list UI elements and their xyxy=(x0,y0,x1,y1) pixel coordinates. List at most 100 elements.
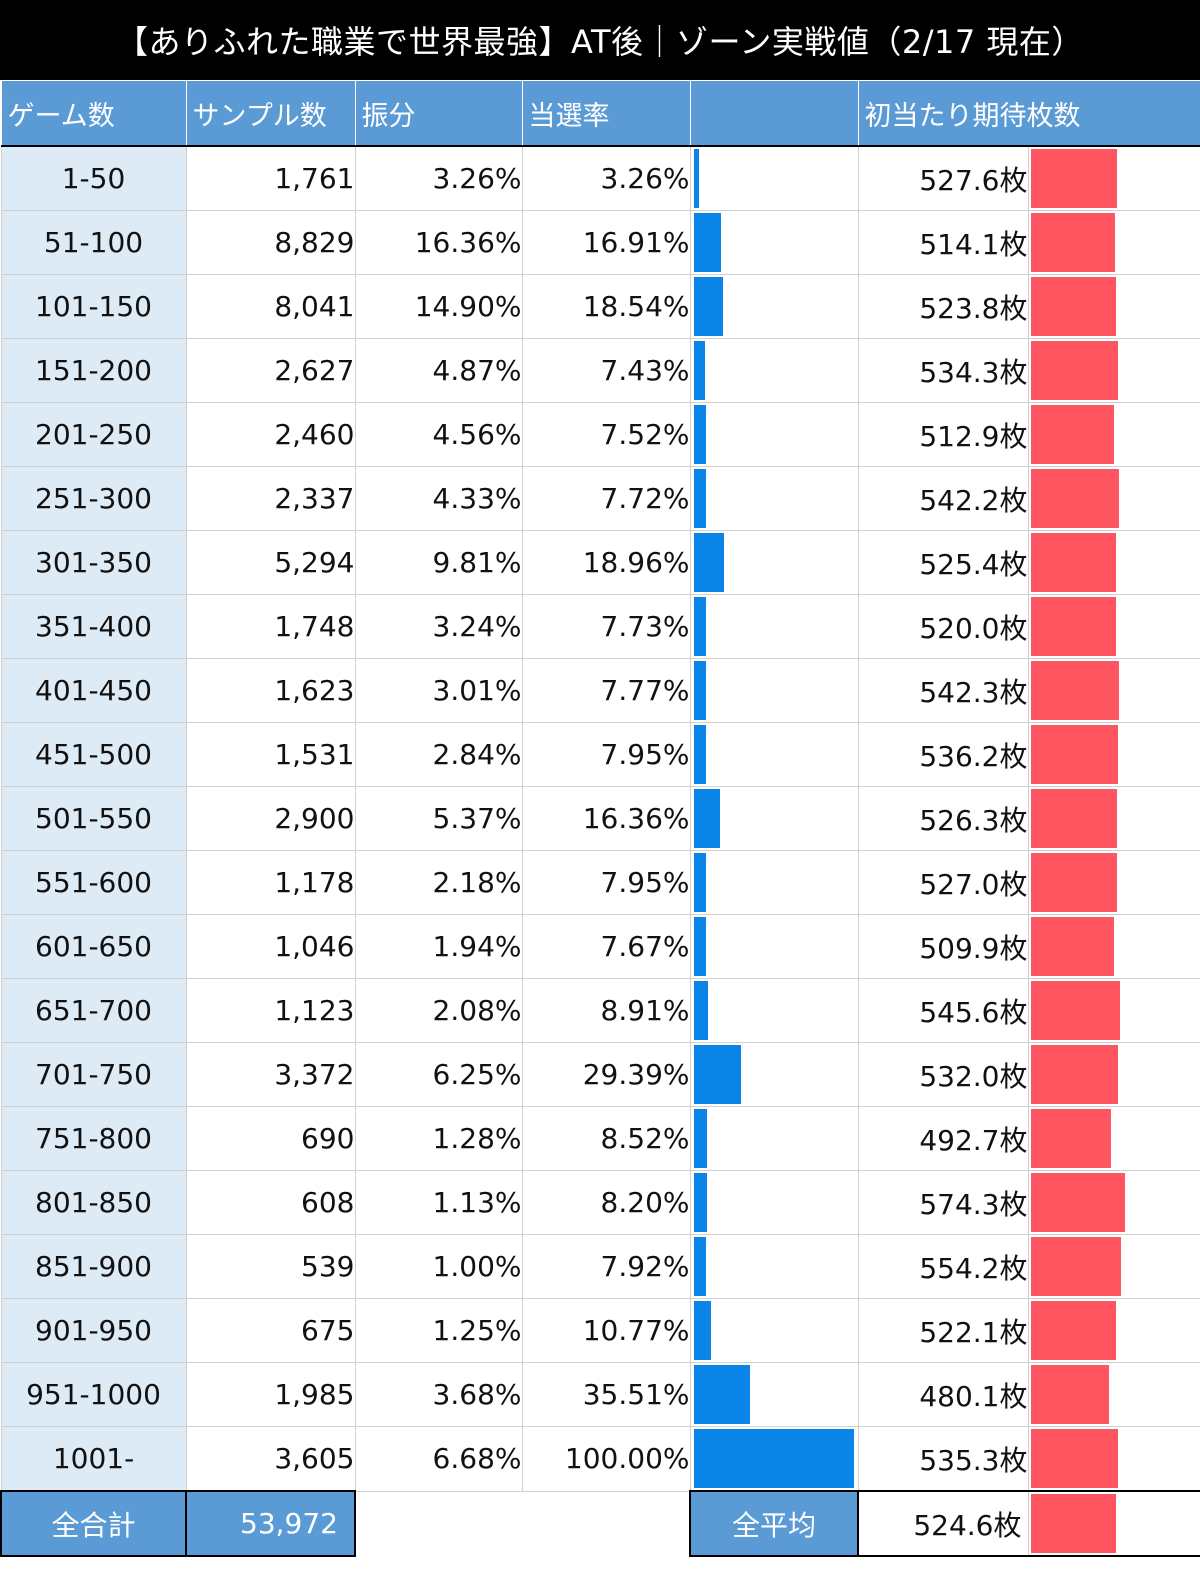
hit-rate-bar-cell xyxy=(689,530,859,595)
footer-blank xyxy=(522,1490,690,1556)
sample-count-cell: 3,605 xyxy=(185,1426,356,1492)
game-range-cell: 751-800 xyxy=(0,1106,187,1171)
hit-rate-cell: 8.20% xyxy=(521,1170,691,1235)
share-cell: 3.68% xyxy=(354,1362,523,1427)
hit-rate-bar xyxy=(693,1109,708,1168)
expected-coins-bar-cell xyxy=(1027,850,1200,915)
expected-coins-bar-cell xyxy=(1027,658,1200,723)
game-range-cell: 1001- xyxy=(0,1426,187,1492)
expected-coins-cell: 542.3枚 xyxy=(857,658,1029,723)
hit-rate-bar-cell xyxy=(689,658,859,723)
hit-rate-cell: 18.54% xyxy=(521,274,691,339)
expected-coins-cell: 535.3枚 xyxy=(857,1426,1029,1492)
table-row: 851-900 539 1.00% 7.92% 554.2枚 xyxy=(0,1234,1200,1299)
expected-coins-bar xyxy=(1030,1173,1125,1232)
expected-coins-cell: 536.2枚 xyxy=(857,722,1029,787)
share-cell: 2.18% xyxy=(354,850,523,915)
hit-rate-cell: 7.77% xyxy=(521,658,691,723)
header-rate: 当選率 xyxy=(521,80,691,147)
expected-coins-bar-cell xyxy=(1027,402,1200,467)
sample-count-cell: 2,627 xyxy=(185,338,356,403)
hit-rate-cell: 35.51% xyxy=(521,1362,691,1427)
game-range-cell: 1-50 xyxy=(0,145,187,211)
hit-rate-cell: 8.52% xyxy=(521,1106,691,1171)
share-cell: 1.13% xyxy=(354,1170,523,1235)
header-share: 振分 xyxy=(354,80,523,147)
hit-rate-bar-cell xyxy=(689,594,859,659)
hit-rate-bar xyxy=(693,1429,854,1488)
table-row: 451-500 1,531 2.84% 7.95% 536.2枚 xyxy=(0,722,1200,787)
sample-count-cell: 3,372 xyxy=(185,1042,356,1107)
game-range-cell: 201-250 xyxy=(0,402,187,467)
table-row: 901-950 675 1.25% 10.77% 522.1枚 xyxy=(0,1298,1200,1363)
hit-rate-bar xyxy=(693,725,707,784)
expected-coins-bar-cell xyxy=(1027,1042,1200,1107)
hit-rate-bar xyxy=(693,789,720,848)
hit-rate-bar xyxy=(693,1365,751,1424)
hit-rate-cell: 16.91% xyxy=(521,210,691,275)
hit-rate-bar xyxy=(693,1173,707,1232)
game-range-cell: 801-850 xyxy=(0,1170,187,1235)
expected-coins-bar xyxy=(1030,1109,1112,1168)
table-row: 651-700 1,123 2.08% 8.91% 545.6枚 xyxy=(0,978,1200,1043)
game-range-cell: 851-900 xyxy=(0,1234,187,1299)
expected-coins-bar xyxy=(1030,277,1117,336)
expected-coins-bar xyxy=(1030,1365,1110,1424)
share-cell: 1.25% xyxy=(354,1298,523,1363)
expected-coins-cell: 525.4枚 xyxy=(857,530,1029,595)
hit-rate-bar-cell xyxy=(689,466,859,531)
hit-rate-bar xyxy=(693,1301,711,1360)
total-samples: 53,972 xyxy=(185,1490,356,1557)
expected-coins-cell: 532.0枚 xyxy=(857,1042,1029,1107)
share-cell: 3.24% xyxy=(354,594,523,659)
hit-rate-cell: 18.96% xyxy=(521,530,691,595)
expected-coins-bar xyxy=(1030,341,1118,400)
hit-rate-cell: 8.91% xyxy=(521,978,691,1043)
page-title: 【ありふれた職業で世界最強】AT後｜ゾーン実戦値（2/17 現在） xyxy=(0,0,1200,80)
game-range-cell: 701-750 xyxy=(0,1042,187,1107)
expected-coins-cell: 554.2枚 xyxy=(857,1234,1029,1299)
expected-coins-cell: 542.2枚 xyxy=(857,466,1029,531)
share-cell: 6.25% xyxy=(354,1042,523,1107)
sample-count-cell: 1,985 xyxy=(185,1362,356,1427)
game-range-cell: 151-200 xyxy=(0,338,187,403)
share-cell: 5.37% xyxy=(354,786,523,851)
table-row: 551-600 1,178 2.18% 7.95% 527.0枚 xyxy=(0,850,1200,915)
table-row: 201-250 2,460 4.56% 7.52% 512.9枚 xyxy=(0,402,1200,467)
sample-count-cell: 5,294 xyxy=(185,530,356,595)
sample-count-cell: 1,123 xyxy=(185,978,356,1043)
footer-row: 全合計 53,972 全平均 524.6枚 xyxy=(0,1490,1200,1557)
expected-coins-bar xyxy=(1030,1301,1116,1360)
table-row: 251-300 2,337 4.33% 7.72% 542.2枚 xyxy=(0,466,1200,531)
expected-coins-bar xyxy=(1030,661,1120,720)
table-row: 501-550 2,900 5.37% 16.36% 526.3枚 xyxy=(0,786,1200,851)
expected-coins-cell: 480.1枚 xyxy=(857,1362,1029,1427)
average-expected-bar xyxy=(1030,1494,1117,1553)
expected-coins-bar-cell xyxy=(1027,1426,1200,1492)
expected-coins-cell: 522.1枚 xyxy=(857,1298,1029,1363)
expected-coins-bar xyxy=(1030,789,1117,848)
sample-count-cell: 608 xyxy=(185,1170,356,1235)
game-range-cell: 51-100 xyxy=(0,210,187,275)
hit-rate-cell: 7.67% xyxy=(521,914,691,979)
total-label: 全合計 xyxy=(0,1490,187,1557)
sample-count-cell: 1,531 xyxy=(185,722,356,787)
table-row: 301-350 5,294 9.81% 18.96% 525.4枚 xyxy=(0,530,1200,595)
expected-coins-bar-cell xyxy=(1027,786,1200,851)
hit-rate-bar xyxy=(693,149,699,208)
share-cell: 16.36% xyxy=(354,210,523,275)
sample-count-cell: 1,046 xyxy=(185,914,356,979)
sample-count-cell: 1,623 xyxy=(185,658,356,723)
share-cell: 4.87% xyxy=(354,338,523,403)
share-cell: 1.94% xyxy=(354,914,523,979)
expected-coins-cell: 492.7枚 xyxy=(857,1106,1029,1171)
table-row: 701-750 3,372 6.25% 29.39% 532.0枚 xyxy=(0,1042,1200,1107)
hit-rate-bar xyxy=(693,277,724,336)
hit-rate-cell: 10.77% xyxy=(521,1298,691,1363)
game-range-cell: 301-350 xyxy=(0,530,187,595)
sample-count-cell: 8,829 xyxy=(185,210,356,275)
hit-rate-bar-cell xyxy=(689,1170,859,1235)
expected-coins-bar xyxy=(1030,149,1117,208)
hit-rate-bar-cell xyxy=(689,722,859,787)
hit-rate-bar xyxy=(693,533,724,592)
